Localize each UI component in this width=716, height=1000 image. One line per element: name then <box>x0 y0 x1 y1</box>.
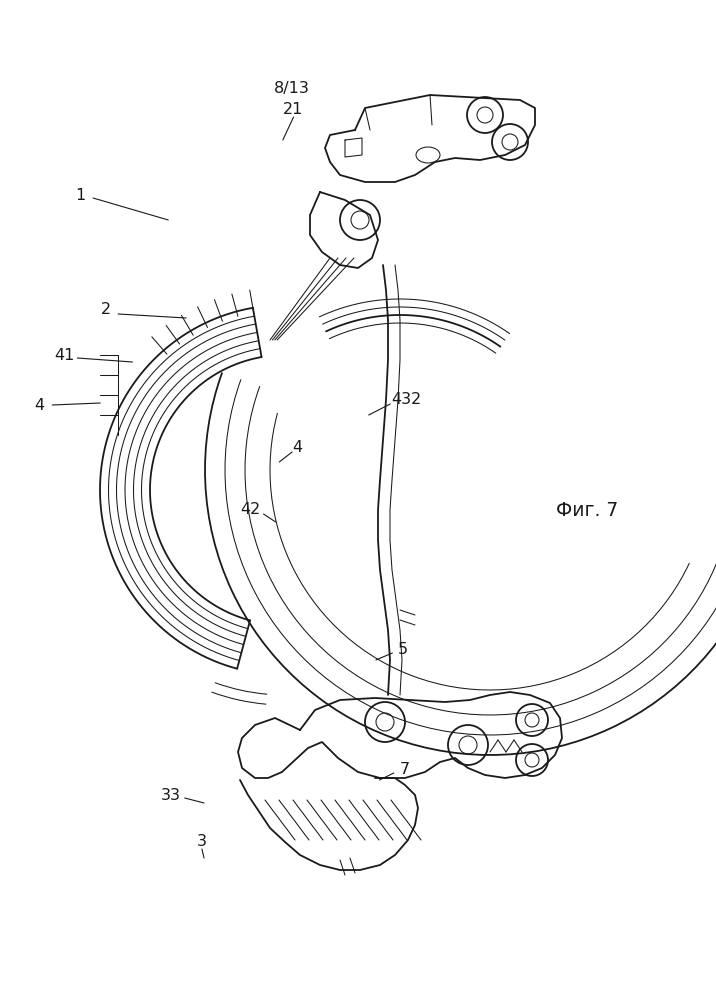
Text: 42: 42 <box>241 502 261 518</box>
Text: 3: 3 <box>197 834 207 850</box>
Text: 21: 21 <box>284 103 304 117</box>
Text: 4: 4 <box>34 397 44 412</box>
Text: 7: 7 <box>400 762 410 778</box>
Text: 41: 41 <box>54 348 74 362</box>
Text: Фиг. 7: Фиг. 7 <box>556 500 618 520</box>
Text: 2: 2 <box>101 302 111 318</box>
Text: 4: 4 <box>292 440 302 454</box>
Text: 432: 432 <box>391 392 421 408</box>
Text: 1: 1 <box>75 188 85 202</box>
Text: 8/13: 8/13 <box>274 81 310 96</box>
Text: 5: 5 <box>397 643 407 658</box>
Text: 33: 33 <box>160 788 180 802</box>
